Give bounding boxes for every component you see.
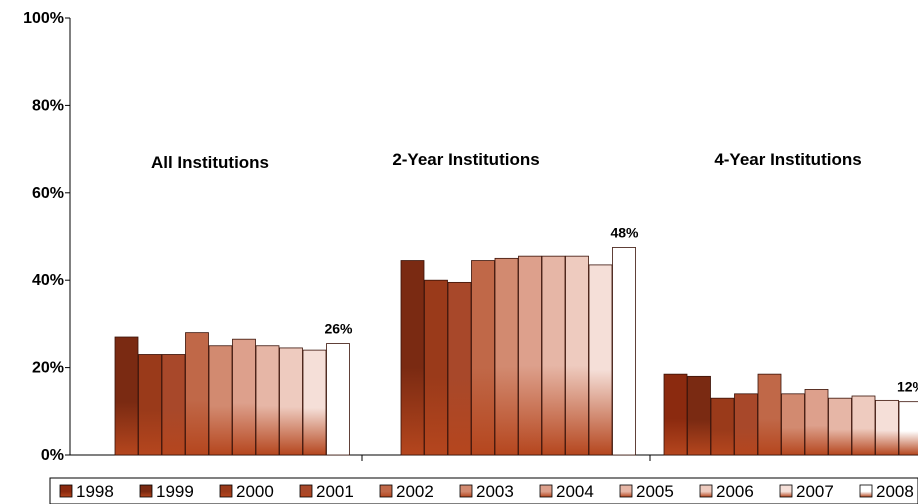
data-label: 12%: [897, 379, 918, 395]
legend-swatch: [139, 484, 153, 498]
legend-label: 2008: [876, 482, 914, 501]
bar-2-3: [734, 393, 758, 456]
bar-1-6: [541, 255, 566, 456]
bars: [114, 247, 918, 456]
legend-swatch: [859, 484, 873, 498]
bar-0-4: [208, 345, 233, 456]
legend-swatch: [619, 484, 633, 498]
bar-2-4: [757, 373, 782, 456]
legend-label: 1999: [156, 482, 194, 501]
bar-0-9: [326, 343, 350, 456]
bar-0-1: [138, 354, 162, 456]
data-label: 26%: [324, 321, 353, 337]
y-tick-label: 80%: [32, 97, 64, 114]
bar-0-0: [114, 336, 139, 456]
data-label: 48%: [610, 224, 639, 240]
y-tick-label: 0%: [41, 447, 64, 464]
bar-1-8: [588, 264, 613, 456]
bar-2-1: [687, 375, 711, 456]
legend-label: 2002: [396, 482, 434, 501]
legend-swatch: [779, 484, 793, 498]
group-title: 2-Year Institutions: [392, 150, 539, 169]
bar-0-5: [232, 338, 256, 456]
y-tick-label: 40%: [32, 272, 64, 289]
y-tick-label: 60%: [32, 185, 64, 202]
labels: 26% All Institutions 48% 2-Year Institution…: [151, 150, 918, 395]
legend-label: 2004: [556, 482, 594, 501]
bar-2-0: [663, 373, 688, 456]
group-title: All Institutions: [151, 153, 269, 172]
bar-1-1: [424, 279, 448, 456]
group-title: 4-Year Institutions: [714, 150, 861, 169]
bar-1-0: [400, 260, 425, 456]
bar-2-5: [781, 393, 805, 456]
bar-0-7: [279, 347, 303, 456]
bar-1-5: [518, 255, 542, 456]
bar-2-10: [898, 401, 918, 456]
bar-0-2: [161, 354, 186, 456]
legend-swatch: [379, 484, 393, 498]
legend-label: 2005: [636, 482, 674, 501]
y-tick-label: 20%: [32, 360, 64, 377]
bar-2-8: [851, 395, 876, 456]
bar-2-7: [828, 397, 852, 456]
legend-label: 2007: [796, 482, 834, 501]
legend-label: 1998: [76, 482, 114, 501]
bar-0-3: [185, 332, 209, 456]
bar-0-8: [302, 349, 327, 456]
y-tick-label: 100%: [23, 10, 64, 27]
legend: 1998 1999 2000 2001 2002 2003 2004 2005 2006 2007…: [49, 477, 918, 504]
legend-label: 2006: [716, 482, 754, 501]
legend-swatch: [299, 484, 313, 498]
legend-label: 2000: [236, 482, 274, 501]
legend-label: 2001: [316, 482, 354, 501]
bar-2-6: [804, 389, 829, 456]
bar-2-9: [875, 399, 899, 456]
bar-1-2: [447, 281, 472, 456]
legend-swatch: [699, 484, 713, 498]
legend-swatch: [219, 484, 233, 498]
legend-label: 2003: [476, 482, 514, 501]
bar-1-3: [471, 260, 495, 456]
legend-swatch: [59, 484, 73, 498]
bar-0-6: [255, 345, 280, 456]
bar-1-4: [494, 257, 519, 456]
legend-swatch: [459, 484, 473, 498]
bar-1-7: [565, 255, 589, 456]
bar-2-2: [710, 397, 735, 456]
legend-swatch: [539, 484, 553, 498]
legend-box: [49, 477, 918, 504]
bar-1-9: [612, 247, 636, 456]
